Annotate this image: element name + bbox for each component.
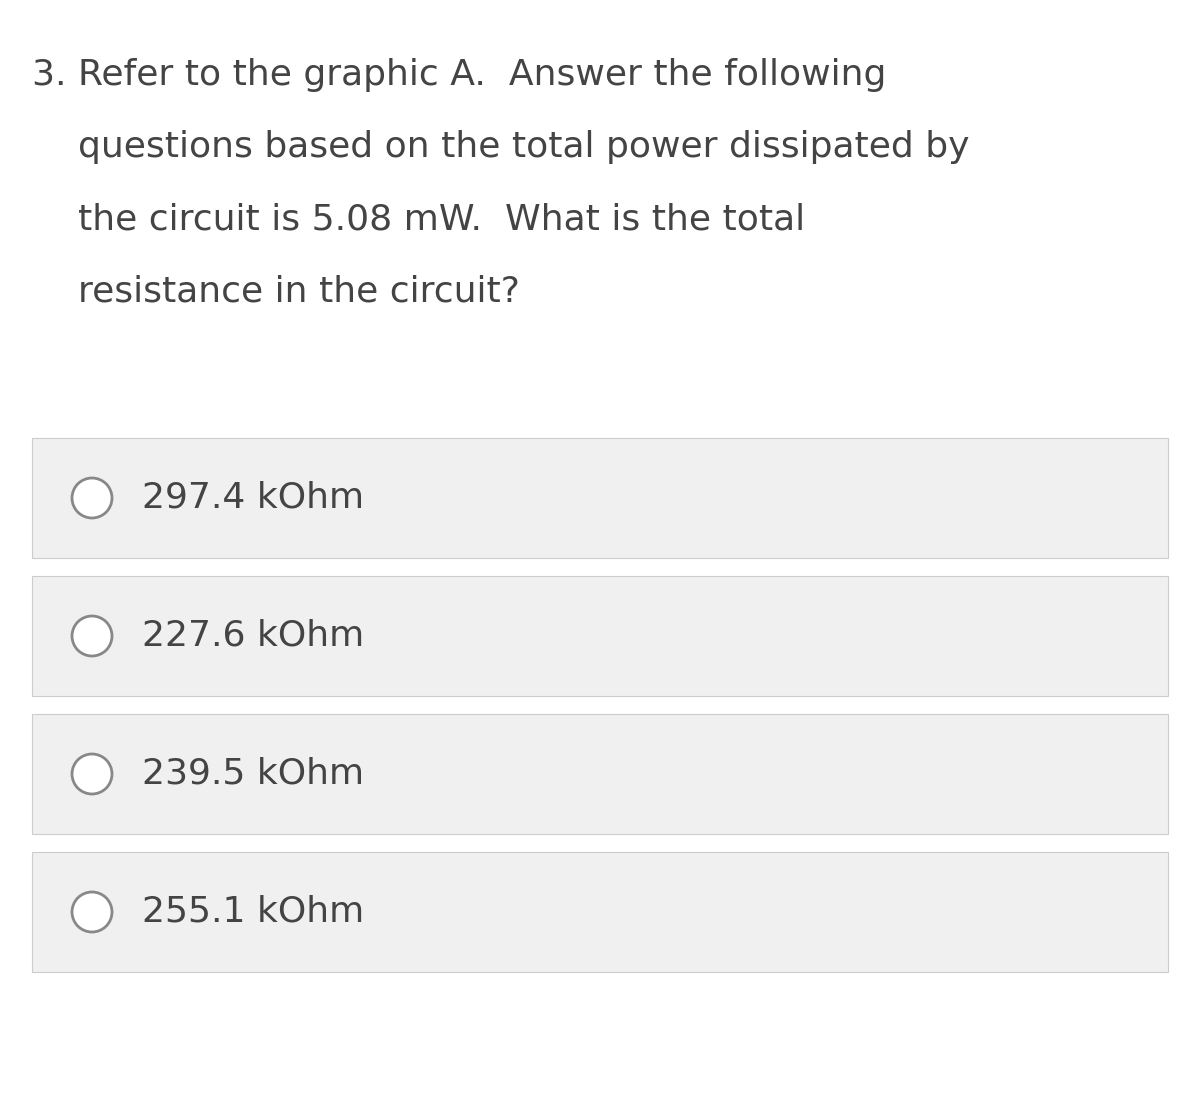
Text: questions based on the total power dissipated by: questions based on the total power dissi…	[32, 130, 970, 164]
Text: resistance in the circuit?: resistance in the circuit?	[32, 274, 520, 308]
Circle shape	[72, 754, 112, 794]
FancyBboxPatch shape	[32, 852, 1168, 972]
FancyBboxPatch shape	[32, 438, 1168, 558]
FancyBboxPatch shape	[32, 576, 1168, 696]
Text: the circuit is 5.08 mW.  What is the total: the circuit is 5.08 mW. What is the tota…	[32, 202, 805, 236]
Text: 297.4 kOhm: 297.4 kOhm	[142, 481, 364, 515]
Text: 255.1 kOhm: 255.1 kOhm	[142, 895, 365, 929]
Circle shape	[72, 615, 112, 656]
Circle shape	[72, 478, 112, 518]
Text: 227.6 kOhm: 227.6 kOhm	[142, 619, 365, 653]
Text: 239.5 kOhm: 239.5 kOhm	[142, 757, 364, 791]
Circle shape	[72, 892, 112, 932]
Text: 3. Refer to the graphic A.  Answer the following: 3. Refer to the graphic A. Answer the fo…	[32, 58, 887, 92]
FancyBboxPatch shape	[32, 714, 1168, 834]
